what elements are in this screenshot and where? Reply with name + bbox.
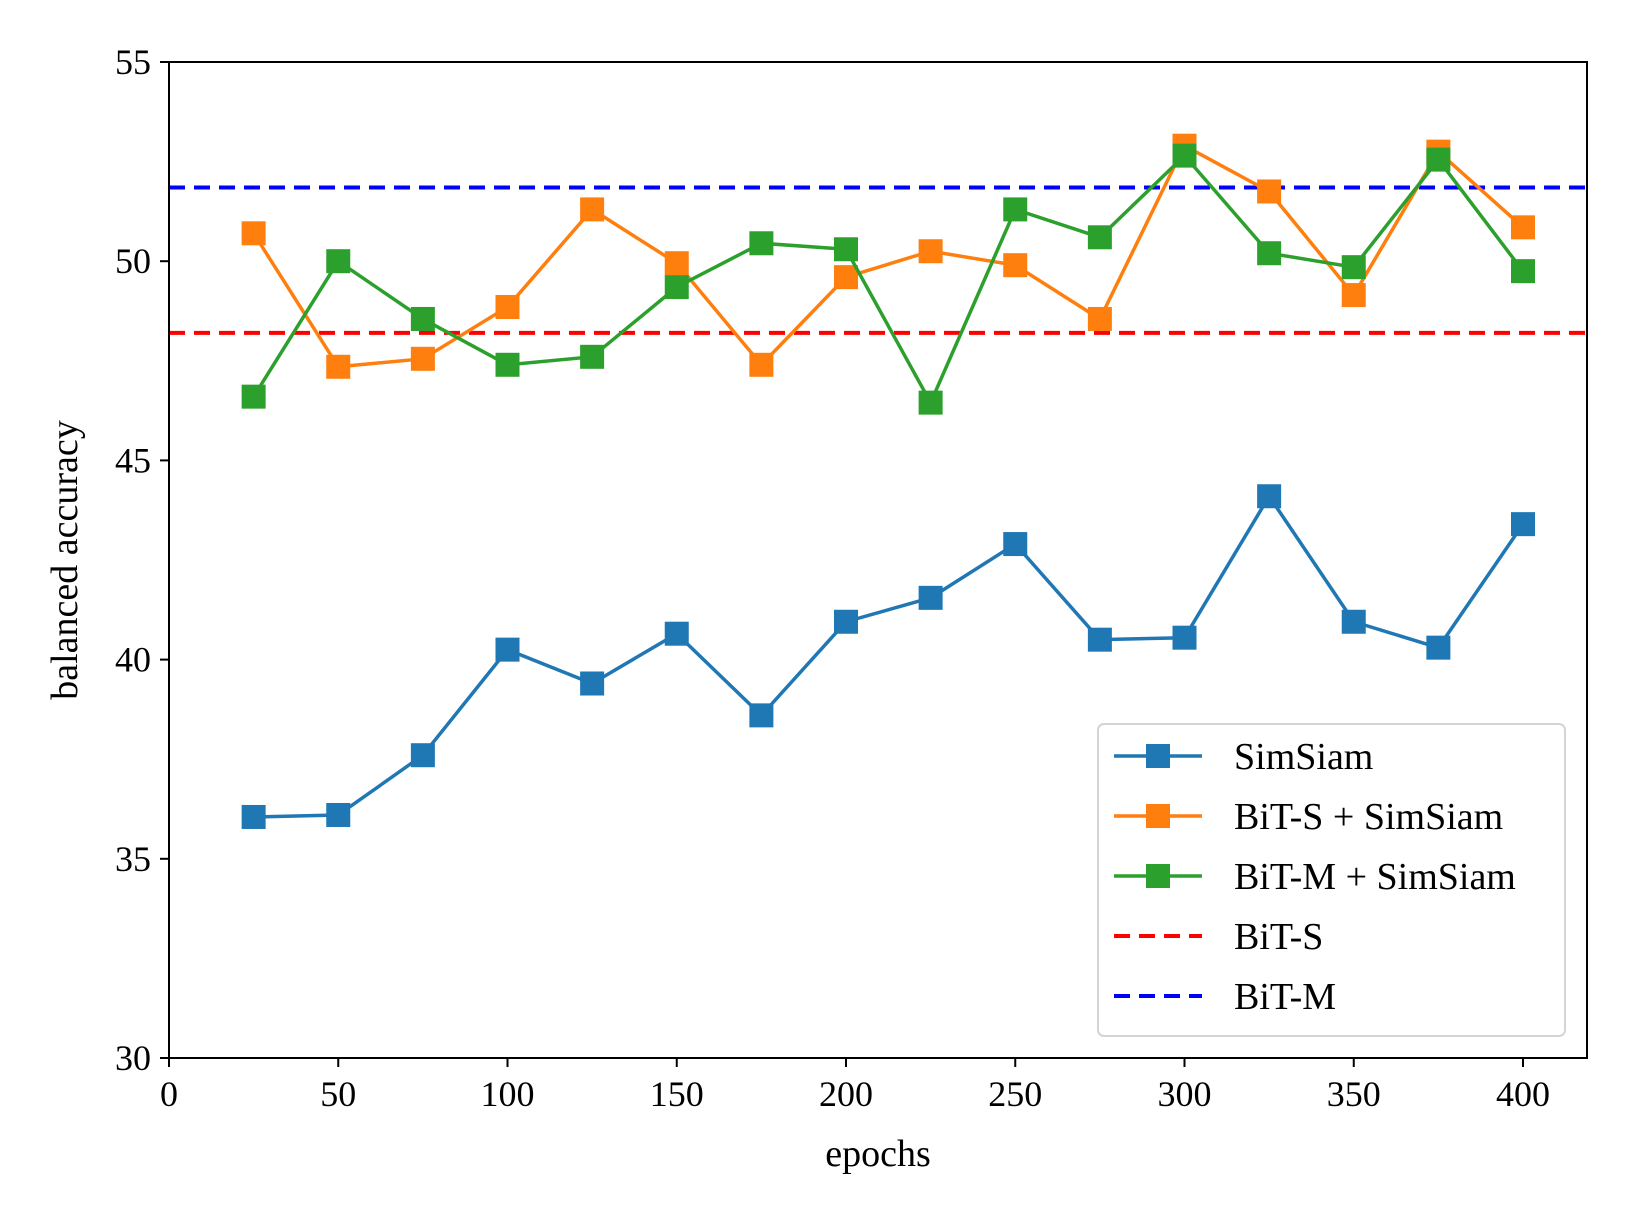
x-tick-label: 350 — [1327, 1074, 1381, 1114]
legend-marker-simsiam — [1146, 744, 1170, 768]
legend-label-bit-m: BiT-M — [1234, 976, 1336, 1018]
data-point-bit-s-simsiam — [1087, 306, 1112, 331]
data-point-bit-s-simsiam — [834, 265, 858, 290]
data-point-bit-m-simsiam — [326, 249, 351, 274]
data-point-bit-m-simsiam — [1426, 147, 1451, 172]
y-tick-label: 35 — [115, 839, 151, 879]
legend-label-bit-s: BiT-S — [1234, 916, 1323, 958]
data-point-bit-m-simsiam — [1341, 255, 1366, 280]
series-line-simsiam — [253, 494, 1525, 819]
data-point-bit-s-simsiam — [326, 354, 351, 379]
y-tick-label: 50 — [115, 241, 151, 281]
legend-label-simsiam: SimSiam — [1234, 736, 1373, 778]
data-point-bit-s-simsiam — [495, 295, 520, 320]
data-point-simsiam — [241, 804, 266, 829]
data-point-simsiam — [1426, 635, 1451, 660]
data-point-bit-m-simsiam — [1003, 197, 1028, 222]
data-point-simsiam — [410, 743, 435, 768]
data-point-simsiam — [664, 621, 689, 646]
data-point-bit-s-simsiam — [241, 221, 266, 246]
data-point-simsiam — [1341, 609, 1366, 634]
data-point-bit-m-simsiam — [918, 390, 943, 415]
data-point-bit-s-simsiam — [749, 352, 774, 377]
series-line-bit-m-simsiam — [252, 153, 1525, 405]
data-point-simsiam — [834, 609, 858, 634]
data-point-bit-s-simsiam — [1003, 253, 1028, 278]
legend-label-bit-m-simsiam: BiT-M + SimSiam — [1234, 856, 1516, 898]
legend-box — [1097, 723, 1566, 1037]
data-point-bit-m-simsiam — [834, 237, 858, 262]
x-tick-label: 50 — [320, 1074, 356, 1114]
y-tick-label: 30 — [115, 1038, 151, 1078]
y-tick-label: 45 — [115, 440, 151, 480]
data-point-bit-m-simsiam — [410, 306, 435, 331]
data-point-bit-m-simsiam — [1511, 259, 1535, 284]
data-point-bit-m-simsiam — [1172, 143, 1197, 168]
x-tick-label: 150 — [650, 1074, 704, 1114]
x-tick-label: 100 — [481, 1074, 535, 1114]
x-axis-title: epochs — [825, 1133, 931, 1175]
data-point-bit-m-simsiam — [1087, 225, 1112, 250]
data-point-simsiam — [1087, 627, 1112, 652]
data-point-simsiam — [1172, 625, 1197, 650]
legend-marker-bit-m-simsiam — [1146, 864, 1170, 888]
x-tick-label: 250 — [988, 1074, 1042, 1114]
y-tick-label: 40 — [115, 640, 151, 680]
x-tick-label: 0 — [160, 1074, 178, 1114]
data-point-bit-m-simsiam — [664, 275, 689, 300]
legend-label-bit-s-simsiam: BiT-S + SimSiam — [1234, 796, 1503, 838]
y-axis-title: balanced accuracy — [44, 420, 86, 700]
data-point-bit-s-simsiam — [664, 251, 689, 276]
data-point-simsiam — [1257, 484, 1282, 509]
data-point-simsiam — [1003, 532, 1028, 557]
x-tick-label: 200 — [819, 1074, 873, 1114]
data-point-bit-m-simsiam — [495, 352, 520, 377]
plot-frame — [168, 61, 1588, 1059]
data-point-simsiam — [749, 703, 774, 728]
data-point-bit-s-simsiam — [580, 197, 605, 222]
legend-marker-bit-s-simsiam — [1146, 804, 1170, 828]
x-tick-label: 400 — [1496, 1074, 1550, 1114]
data-point-bit-s-simsiam — [918, 239, 943, 264]
data-point-bit-s-simsiam — [1341, 283, 1366, 308]
series-line-bit-s-simsiam — [252, 143, 1525, 369]
data-point-simsiam — [580, 671, 605, 696]
data-point-simsiam — [918, 585, 943, 610]
legend: SimSiam BiT-S + SimSiam BiT-M + SimSiam BiT… — [1097, 723, 1566, 1037]
data-point-bit-s-simsiam — [410, 346, 435, 371]
data-point-bit-m-simsiam — [580, 344, 605, 369]
y-axis: 30 35 40 45 50 55 — [115, 42, 169, 1078]
data-point-bit-m-simsiam — [1257, 241, 1282, 266]
data-point-bit-s-simsiam — [1257, 179, 1282, 204]
x-axis: 0 50 100 150 200 250 300 350 400 — [160, 1058, 1550, 1114]
series-layer — [169, 133, 1587, 829]
data-point-simsiam — [1511, 512, 1535, 537]
data-point-bit-m-simsiam — [241, 384, 266, 409]
y-tick-label: 55 — [115, 42, 151, 82]
data-point-bit-m-simsiam — [749, 231, 774, 256]
data-point-bit-s-simsiam — [1511, 215, 1535, 240]
x-tick-label: 300 — [1158, 1074, 1212, 1114]
data-point-simsiam — [495, 637, 520, 662]
data-point-simsiam — [326, 802, 351, 827]
